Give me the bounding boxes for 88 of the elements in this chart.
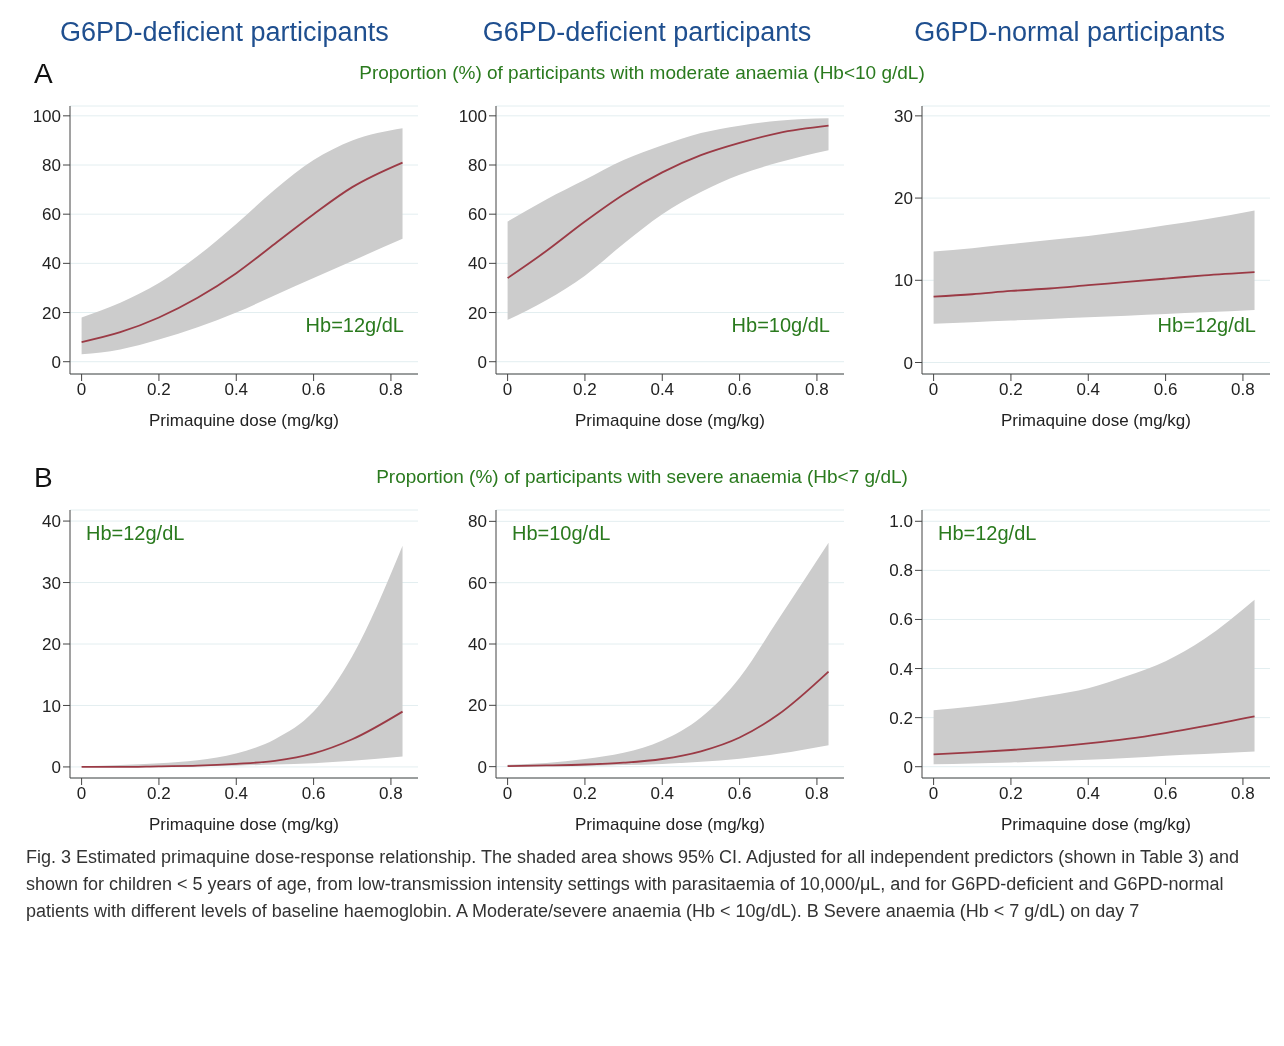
y-tick-label: 20 [42, 303, 61, 323]
x-tick-label: 0.6 [727, 784, 752, 804]
x-tick-label: 0.8 [1231, 380, 1255, 400]
y-tick-label: 10 [42, 696, 61, 716]
y-tick-label: 100 [32, 106, 61, 126]
annotation: Hb=12g/dL [305, 314, 404, 337]
line-series [80, 161, 404, 343]
x-tick-label: 0.6 [1153, 784, 1178, 804]
y-tick-label: 100 [458, 106, 487, 126]
y-tick-label: 0.2 [889, 708, 913, 728]
y-tick-label: 0 [51, 352, 61, 372]
x-tick-label: 0.2 [999, 784, 1023, 804]
y-tick-label: 0 [51, 757, 61, 777]
x-tick-label: 0.8 [379, 380, 403, 400]
x-tick-label: 0.2 [573, 784, 597, 804]
text: A [34, 58, 53, 90]
y-tick-label: 30 [42, 573, 61, 593]
line-series [80, 710, 404, 768]
x-tick-label: 0.2 [999, 380, 1023, 400]
caption: Fig. 3 Estimated primaquine dose-response relationship. The shaded area shows 95% CI. Adjusted for all independent predictors (shown in Table 3) and shown for children < 5 years of age, from low-transmission intensity settings with parasitaemia of 10,000/μL, and for G6PD-deficient and G6PD-normal patients with different levels of baseline haemoglobin. A Moderate/severe anaemia (Hb < 10g/dL). B Severe anaemia (Hb < 7 g/dL) on day 7 [25, 846, 1241, 923]
chart-title: G6PD-deficient participants [59, 16, 390, 48]
x-axis-title: Primaquine dose (mg/kg) [575, 815, 765, 834]
x-tick-label: 0.4 [224, 784, 249, 804]
line-series [932, 271, 1256, 298]
y-tick-label: 40 [468, 635, 487, 655]
text: Proportion (%) of participants with severe anaemia (Hb<7 g/dL) [376, 466, 908, 487]
annotation: Hb=10g/dL [512, 522, 611, 545]
x-axis-title: Primaquine dose (mg/kg) [1001, 815, 1191, 834]
text: Proportion (%) of participants with moderate anaemia (Hb<10 g/dL) [359, 62, 925, 83]
y-tick-label: 0 [903, 757, 913, 777]
y-tick-label: 20 [894, 189, 913, 209]
y-tick-label: 60 [42, 205, 61, 225]
x-tick-label: 0 [928, 380, 939, 400]
x-axis-title: Primaquine dose (mg/kg) [575, 411, 765, 430]
x-axis-title: Primaquine dose (mg/kg) [149, 411, 339, 430]
y-tick-label: 0 [477, 757, 487, 777]
y-tick-label: 0 [477, 352, 487, 372]
x-tick-label: 0.8 [805, 784, 829, 804]
text: B [34, 462, 53, 494]
y-tick-label: 20 [468, 696, 487, 716]
x-tick-label: 0.4 [224, 380, 249, 400]
line-series [506, 670, 830, 767]
y-tick-label: 0.8 [889, 561, 913, 581]
y-tick-label: 20 [42, 635, 61, 655]
chart-title: G6PD-normal participants [913, 16, 1226, 48]
y-tick-label: 0.6 [889, 610, 913, 630]
x-tick-label: 0.6 [301, 784, 326, 804]
y-tick-label: 30 [894, 106, 913, 126]
y-tick-label: 10 [894, 271, 913, 291]
x-tick-label: 0.2 [573, 380, 597, 400]
y-tick-label: 80 [468, 512, 487, 532]
x-tick-label: 0.6 [301, 380, 326, 400]
x-tick-label: 0.8 [1231, 784, 1255, 804]
y-tick-label: 20 [468, 303, 487, 323]
x-tick-label: 0.4 [1076, 784, 1101, 804]
y-tick-label: 40 [42, 512, 61, 532]
annotation: Hb=12g/dL [86, 522, 185, 545]
x-tick-label: 0.8 [379, 784, 403, 804]
x-tick-label: 0 [502, 784, 513, 804]
line-series [932, 715, 1256, 756]
x-tick-label: 0.4 [650, 380, 675, 400]
y-tick-label: 40 [468, 254, 487, 274]
y-tick-label: 0 [903, 353, 913, 373]
y-tick-label: 60 [468, 573, 487, 593]
x-tick-label: 0.8 [805, 380, 829, 400]
annotation: Hb=12g/dL [1157, 314, 1256, 337]
x-tick-label: 0.6 [1153, 380, 1178, 400]
line-series [506, 124, 830, 280]
y-tick-label: 0.4 [889, 659, 913, 679]
x-tick-label: 0.2 [147, 784, 171, 804]
x-axis-title: Primaquine dose (mg/kg) [1001, 411, 1191, 430]
x-tick-label: 0.4 [1076, 380, 1101, 400]
y-tick-label: 1.0 [889, 512, 913, 532]
x-tick-label: 0.2 [147, 380, 171, 400]
y-tick-label: 40 [42, 254, 61, 274]
y-tick-label: 80 [468, 156, 487, 176]
x-tick-label: 0.6 [727, 380, 752, 400]
annotation: Hb=12g/dL [938, 522, 1037, 545]
chart-title: G6PD-deficient participants [481, 16, 813, 48]
x-tick-label: 0 [76, 784, 87, 804]
x-tick-label: 0 [76, 380, 87, 400]
x-tick-label: 0 [502, 380, 513, 400]
x-tick-label: 0.4 [650, 784, 675, 804]
x-axis-title: Primaquine dose (mg/kg) [149, 815, 339, 834]
y-tick-label: 60 [468, 205, 487, 225]
annotation: Hb=10g/dL [731, 314, 830, 337]
y-tick-label: 80 [42, 156, 61, 176]
x-tick-label: 0 [928, 784, 939, 804]
